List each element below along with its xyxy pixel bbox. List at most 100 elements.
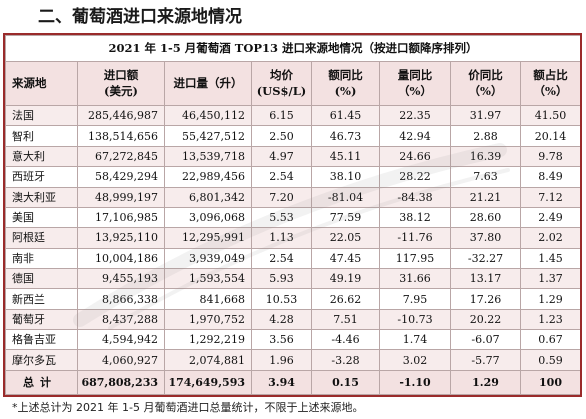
cell-volume: 1,593,554 (164, 267, 252, 290)
cell-price: 2.54 (251, 247, 312, 269)
cell-volume-yoy: -84.38 (379, 186, 451, 208)
cell-volume: 841,668 (164, 288, 252, 310)
total-amount-yoy: 0.15 (311, 369, 380, 395)
cell-amount: 58,429,294 (77, 166, 165, 188)
cell-price-yoy: 28.60 (450, 206, 521, 229)
cell-share: 9.78 (519, 145, 580, 168)
table-row: 南非 10,004,186 3,939,049 2.54 47.45 117.95 -32.… (5, 247, 580, 269)
cell-volume-yoy: 1.74 (379, 329, 451, 351)
cell-volume-yoy: -10.73 (379, 308, 451, 331)
cell-volume: 1,292,219 (164, 329, 252, 351)
cell-name: 美国 (5, 206, 78, 229)
cell-price: 1.96 (251, 349, 312, 371)
cell-price-yoy: -32.27 (450, 247, 521, 269)
cell-price-yoy: 2.88 (450, 125, 521, 147)
cell-share: 1.23 (519, 308, 580, 331)
cell-price-yoy: 13.17 (450, 267, 521, 290)
table-row: 智利 138,514,656 55,427,512 2.50 46.73 42.94 2.8… (5, 125, 580, 147)
cell-name: 意大利 (5, 145, 78, 168)
cell-amount-yoy: 26.62 (311, 288, 380, 310)
cell-amount-yoy: 61.45 (311, 105, 380, 127)
cell-name: 德国 (5, 267, 78, 290)
table-header-row: 来源地 进口额 (美元) 进口量（升） 均价 (US$/L) 额同比 (%) 量同比（… (5, 61, 580, 107)
cell-volume-yoy: 31.66 (379, 267, 451, 290)
cell-volume-yoy: 28.22 (379, 166, 451, 188)
cell-amount: 48,999,197 (77, 186, 165, 208)
cell-volume: 2,074,881 (164, 349, 252, 371)
table-row: 澳大利亚 48,999,197 6,801,342 7.20 -81.04 -84.38 2… (5, 186, 580, 208)
table-row: 西班牙 58,429,294 22,989,456 2.54 38.10 28.22 7.6… (5, 166, 580, 188)
cell-price: 4.97 (251, 145, 312, 168)
cell-name: 葡萄牙 (5, 308, 78, 331)
cell-name: 南非 (5, 247, 78, 269)
cell-amount-yoy: 45.11 (311, 145, 380, 168)
cell-amount-yoy: 22.05 (311, 227, 380, 249)
cell-amount: 4,594,942 (77, 329, 165, 351)
table-row: 摩尔多瓦 4,060,927 2,074,881 1.96 -3.28 3.02 -5.77… (5, 349, 580, 371)
cell-amount-yoy: -4.46 (311, 329, 380, 351)
header-volume: 进口量（升） (164, 61, 252, 107)
import-source-table: 2021 年 1-5 月葡萄酒 TOP13 进口来源地情况（按进口额降序排列） … (5, 35, 580, 395)
cell-price-yoy: 17.26 (450, 288, 521, 310)
cell-amount: 285,446,987 (77, 105, 165, 127)
table-row: 美国 17,106,985 3,096,068 5.53 77.59 38.12 28.60… (5, 206, 580, 229)
cell-name: 法国 (5, 105, 78, 127)
cell-price: 5.53 (251, 206, 312, 229)
cell-name: 智利 (5, 125, 78, 147)
cell-price: 1.13 (251, 227, 312, 249)
cell-amount: 4,060,927 (77, 349, 165, 371)
total-amount: 687,808,233 (77, 369, 165, 395)
header-share: 额占比 （%） (519, 61, 580, 107)
cell-share: 1.29 (519, 288, 580, 310)
cell-name: 格鲁吉亚 (5, 329, 78, 351)
total-volume: 174,649,593 (164, 369, 252, 395)
cell-share: 0.59 (519, 349, 580, 371)
header-price: 均价 (US$/L) (251, 61, 312, 107)
header-source: 来源地 (5, 61, 78, 107)
table-row: 法国 285,446,987 46,450,112 6.15 61.45 22.35 31.… (5, 105, 580, 127)
cell-volume-yoy: 7.95 (379, 288, 451, 310)
cell-price-yoy: -6.07 (450, 329, 521, 351)
cell-volume: 3,939,049 (164, 247, 252, 269)
table-row: 格鲁吉亚 4,594,942 1,292,219 3.56 -4.46 1.74 -6.07… (5, 329, 580, 351)
cell-share: 1.37 (519, 267, 580, 290)
cell-name: 阿根廷 (5, 227, 78, 249)
cell-price-yoy: 37.80 (450, 227, 521, 249)
cell-amount: 9,455,193 (77, 267, 165, 290)
header-amount: 进口额 (美元) (77, 61, 165, 107)
cell-price-yoy: -5.77 (450, 349, 521, 371)
cell-volume-yoy: 117.95 (379, 247, 451, 269)
cell-price-yoy: 16.39 (450, 145, 521, 168)
total-price: 3.94 (251, 369, 312, 395)
cell-price: 7.20 (251, 186, 312, 208)
table-row: 阿根廷 13,925,110 12,295,991 1.13 22.05 -11.76 37… (5, 227, 580, 249)
table-row: 新西兰 8,866,338 841,668 10.53 26.62 7.95 17.26 1.… (5, 288, 580, 310)
cell-amount: 17,106,985 (77, 206, 165, 229)
cell-name: 摩尔多瓦 (5, 349, 78, 371)
total-price-yoy: 1.29 (450, 369, 521, 395)
cell-price-yoy: 20.22 (450, 308, 521, 331)
header-amount-yoy: 额同比 (%) (311, 61, 380, 107)
cell-price-yoy: 7.63 (450, 166, 521, 188)
total-volume-yoy: -1.10 (379, 369, 451, 395)
cell-volume: 6,801,342 (164, 186, 252, 208)
cell-share: 20.14 (519, 125, 580, 147)
header-volume-yoy: 量同比 （%） (379, 61, 451, 107)
cell-share: 8.49 (519, 166, 580, 188)
header-price-yoy: 价同比 （%） (450, 61, 521, 107)
table-row: 意大利 67,272,845 13,539,718 4.97 45.11 24.66 16.… (5, 145, 580, 168)
cell-name: 新西兰 (5, 288, 78, 310)
total-share: 100 (519, 369, 580, 395)
cell-amount: 10,004,186 (77, 247, 165, 269)
cell-volume-yoy: 3.02 (379, 349, 451, 371)
cell-amount: 138,514,656 (77, 125, 165, 147)
cell-volume-yoy: 22.35 (379, 105, 451, 127)
cell-name: 澳大利亚 (5, 186, 78, 208)
cell-share: 7.12 (519, 186, 580, 208)
cell-volume-yoy: 24.66 (379, 145, 451, 168)
cell-amount: 67,272,845 (77, 145, 165, 168)
cell-price: 4.28 (251, 308, 312, 331)
cell-volume-yoy: -11.76 (379, 227, 451, 249)
cell-price-yoy: 31.97 (450, 105, 521, 127)
cell-share: 41.50 (519, 105, 580, 127)
